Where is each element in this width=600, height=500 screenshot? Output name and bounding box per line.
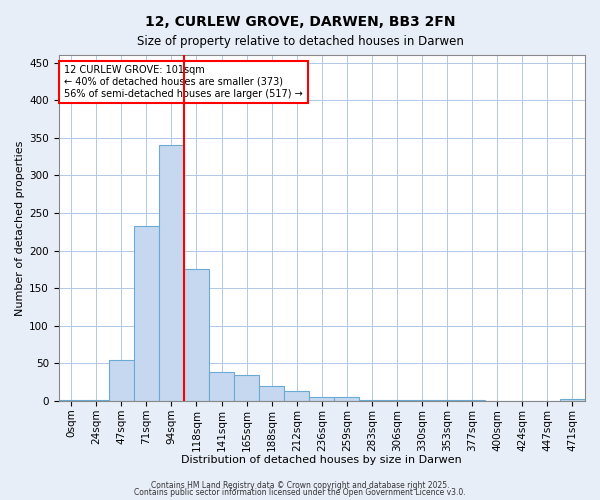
Bar	[410, 400, 434, 401]
Bar	[385, 400, 410, 401]
Bar	[234, 374, 259, 401]
Bar	[460, 400, 485, 401]
Bar	[159, 146, 184, 401]
Text: Contains public sector information licensed under the Open Government Licence v3: Contains public sector information licen…	[134, 488, 466, 497]
Bar	[184, 270, 209, 401]
Bar	[59, 400, 84, 401]
X-axis label: Distribution of detached houses by size in Darwen: Distribution of detached houses by size …	[181, 455, 462, 465]
Bar	[134, 226, 159, 401]
Bar	[284, 392, 309, 401]
Bar	[109, 360, 134, 401]
Bar	[359, 400, 385, 401]
Text: Size of property relative to detached houses in Darwen: Size of property relative to detached ho…	[137, 35, 463, 48]
Bar	[84, 400, 109, 401]
Text: Contains HM Land Registry data © Crown copyright and database right 2025.: Contains HM Land Registry data © Crown c…	[151, 480, 449, 490]
Text: 12 CURLEW GROVE: 101sqm
← 40% of detached houses are smaller (373)
56% of semi-d: 12 CURLEW GROVE: 101sqm ← 40% of detache…	[64, 66, 302, 98]
Bar	[560, 399, 585, 401]
Bar	[309, 398, 334, 401]
Bar	[434, 400, 460, 401]
Bar	[209, 372, 234, 401]
Bar	[334, 396, 359, 401]
Bar	[259, 386, 284, 401]
Text: 12, CURLEW GROVE, DARWEN, BB3 2FN: 12, CURLEW GROVE, DARWEN, BB3 2FN	[145, 15, 455, 29]
Y-axis label: Number of detached properties: Number of detached properties	[15, 140, 25, 316]
